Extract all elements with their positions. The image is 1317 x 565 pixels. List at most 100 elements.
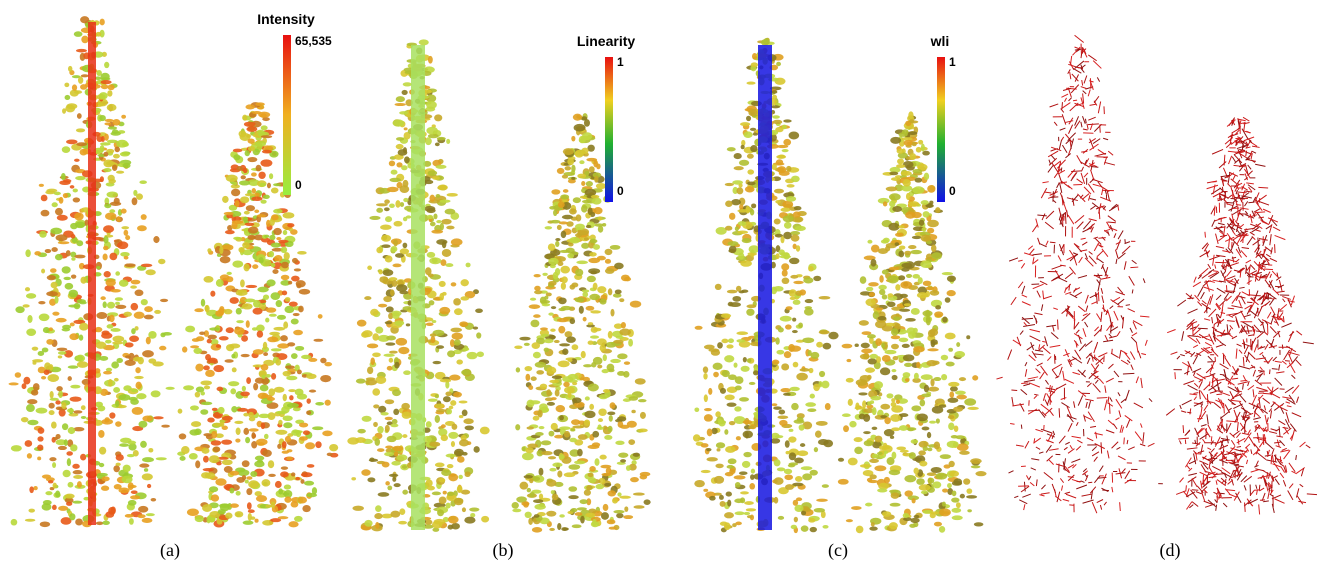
point-cluster xyxy=(450,400,456,406)
point-cluster xyxy=(65,283,74,290)
point-cluster xyxy=(275,359,281,366)
point-cluster xyxy=(551,189,560,194)
point-cluster xyxy=(1216,295,1221,300)
point-cluster xyxy=(46,339,53,345)
point-cluster xyxy=(215,478,226,486)
point-cluster xyxy=(434,114,442,121)
point-cluster xyxy=(242,115,247,121)
point-cluster xyxy=(66,502,72,506)
point-cluster xyxy=(245,223,255,226)
point-cluster xyxy=(918,277,923,284)
point-cluster xyxy=(448,516,459,524)
point-cluster xyxy=(68,66,72,72)
point-cluster xyxy=(384,452,394,456)
point-cluster xyxy=(558,361,570,368)
point-cluster xyxy=(952,515,963,520)
point-cluster xyxy=(588,384,599,392)
point-cluster xyxy=(923,446,928,451)
point-cluster xyxy=(1025,362,1027,366)
point-cluster xyxy=(947,441,959,448)
point-cluster xyxy=(80,16,89,23)
point-cluster xyxy=(570,318,576,324)
point-cluster xyxy=(569,208,577,214)
point-cluster xyxy=(729,421,735,425)
point-cluster xyxy=(586,306,595,311)
point-cluster xyxy=(242,303,253,309)
point-cluster xyxy=(604,483,611,487)
point-cluster xyxy=(1136,377,1138,383)
point-cluster xyxy=(586,181,593,187)
point-cluster xyxy=(920,261,932,268)
point-cluster xyxy=(571,177,575,180)
point-cluster xyxy=(534,274,541,277)
point-cluster xyxy=(250,471,257,477)
point-cluster xyxy=(160,333,165,338)
point-cluster xyxy=(924,385,929,393)
point-cluster xyxy=(1022,302,1031,306)
point-cluster xyxy=(1043,347,1050,353)
point-cluster xyxy=(546,367,556,374)
point-cluster xyxy=(385,445,393,448)
point-cluster xyxy=(121,209,127,214)
point-cluster xyxy=(575,269,583,276)
point-cluster xyxy=(139,421,148,428)
point-cluster xyxy=(391,511,401,518)
point-cluster xyxy=(605,259,611,264)
point-cluster xyxy=(110,202,121,206)
point-cluster xyxy=(258,172,265,179)
point-cluster xyxy=(119,280,128,287)
point-cluster xyxy=(1092,502,1097,513)
point-cluster xyxy=(144,315,154,320)
point-cluster xyxy=(41,376,46,380)
point-cluster xyxy=(791,234,800,241)
point-cluster xyxy=(777,166,786,173)
point-cluster xyxy=(921,200,929,205)
point-cluster xyxy=(151,498,157,501)
point-cluster xyxy=(931,467,942,473)
point-cluster xyxy=(50,391,54,398)
point-cluster xyxy=(735,226,739,231)
point-cluster xyxy=(37,444,43,450)
point-cluster xyxy=(252,111,261,114)
point-cluster xyxy=(521,501,529,505)
point-cluster xyxy=(392,280,398,287)
point-cluster xyxy=(1060,128,1066,130)
point-cluster xyxy=(1125,479,1132,483)
point-cluster xyxy=(1252,146,1259,147)
point-cluster xyxy=(283,415,293,421)
point-cluster xyxy=(563,189,569,193)
point-cluster xyxy=(720,388,726,394)
point-cluster xyxy=(265,504,272,507)
point-cluster xyxy=(117,216,121,222)
point-cluster xyxy=(870,259,876,267)
point-cluster xyxy=(26,328,36,335)
point-cluster xyxy=(200,380,212,385)
point-cluster xyxy=(115,297,123,301)
point-cluster xyxy=(389,277,398,281)
point-cluster xyxy=(872,427,878,430)
point-cluster xyxy=(1099,466,1103,472)
point-cluster xyxy=(103,152,108,157)
point-cluster xyxy=(112,119,120,126)
point-cluster xyxy=(454,308,463,315)
point-cluster xyxy=(1065,134,1072,143)
point-cluster xyxy=(617,353,627,359)
point-cluster xyxy=(439,307,450,315)
point-cluster xyxy=(1082,194,1089,200)
point-cluster xyxy=(375,376,386,384)
point-cluster xyxy=(447,350,455,357)
point-cluster xyxy=(1089,251,1093,254)
point-cluster xyxy=(778,327,784,332)
point-cluster xyxy=(792,483,803,487)
point-cluster xyxy=(11,519,18,526)
point-cluster xyxy=(439,497,447,505)
point-cluster xyxy=(283,230,288,235)
point-cluster xyxy=(247,235,255,240)
point-cluster xyxy=(519,337,530,341)
point-cluster xyxy=(1190,394,1198,395)
point-cluster xyxy=(372,388,380,396)
point-cluster xyxy=(910,153,916,160)
point-cluster xyxy=(447,464,454,468)
point-cluster xyxy=(27,399,37,404)
point-cluster xyxy=(1059,408,1060,417)
